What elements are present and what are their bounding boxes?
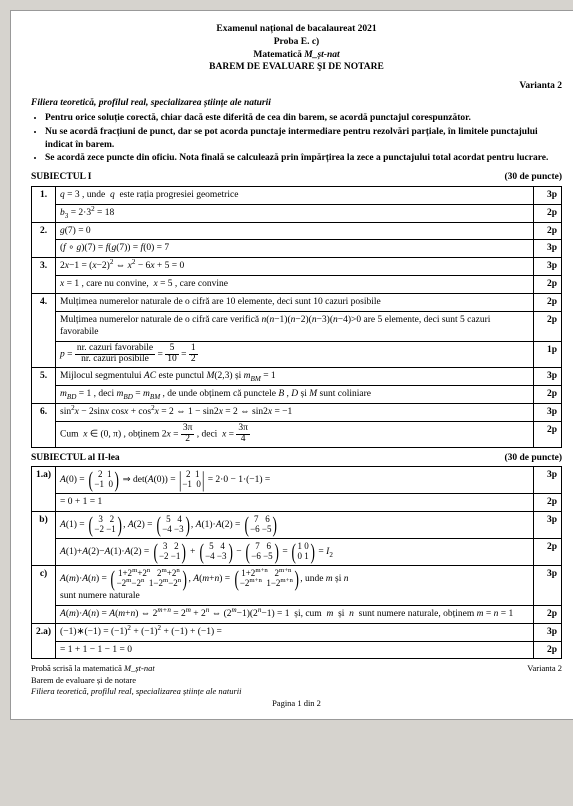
footer-varianta: Varianta 2 [527,663,562,674]
footer: Varianta 2 Probă scrisă la matematică M_… [31,663,562,709]
row-body: sin2x − 2sinx cosx + cos2x = 2 ⇔ 1 − sin… [56,403,534,421]
filiera: Filiera teoretică, profilul real, specia… [31,97,562,110]
row-points: 2p [534,641,562,659]
row-body: Cum x ∈ (0, π) , obținem 2x = 3π2 , deci… [56,421,534,447]
row-points: 2p [534,204,562,222]
subject-2-points: (30 de puncte) [504,452,562,465]
exam-page: Examenul național de bacalaureat 2021 Pr… [10,10,573,720]
row-num: 4. [32,293,56,367]
row-points: 2p [534,606,562,624]
subject-2-header: SUBIECTUL al II-lea (30 de puncte) [31,452,562,465]
row-body: g(7) = 0 [56,222,534,240]
subject-1-points: (30 de puncte) [504,171,562,184]
row-body: Mulțimea numerelor naturale de o cifră a… [56,293,534,311]
row-body: A(m)·A(n) = (1+2m+2n 2m+2n−2m−2n 1−2m−2n… [56,566,534,606]
row-body: mBD = 1 , deci mBD = mBM , de unde obțin… [56,386,534,404]
row-num: 1. [32,186,56,222]
row-body: Mijlocul segmentului AC este punctul M(2… [56,368,534,386]
footer-line1: Probă scrisă la matematică M_șt-nat [31,663,155,673]
footer-line3: Filiera teoretică, profilul real, specia… [31,686,562,697]
row-body: p = nr. cazuri favorabilenr. cazuri posi… [56,342,534,368]
header-line4: BAREM DE EVALUARE ŞI DE NOTARE [31,61,562,74]
row-points: 1p [534,342,562,368]
varianta: Varianta 2 [31,80,562,93]
row-body: = 0 + 1 = 1 [56,494,534,512]
row-body: A(1) = ( 3 2−2 −1), A(2) = ( 5 4−4 −3), … [56,512,534,539]
row-points: 2p [534,494,562,512]
row-points: 3p [534,623,562,641]
row-points: 3p [534,467,562,494]
footer-pagina: Pagina 1 din 2 [31,698,562,709]
row-body: q = 3 , unde q este rația progresiei geo… [56,186,534,204]
rules-list: Pentru orice soluție corectă, chiar dacă… [31,112,562,165]
rule-item: Pentru orice soluție corectă, chiar dacă… [45,112,562,125]
row-points: 2p [534,539,562,566]
row-points: 3p [534,368,562,386]
subject-2-table: 1.a) A(0) = ( 2 1−1 0) ⇒ det(A(0)) = | 2… [31,466,562,659]
row-body: Mulțimea numerelor naturale de o cifră c… [56,311,534,342]
rule-item: Se acordă zece puncte din oficiu. Nota f… [45,152,562,165]
row-num: 1.a) [32,467,56,512]
row-body: (−1)∗(−1) = (−1)2 + (−1)2 + (−1) + (−1) … [56,623,534,641]
row-num: 6. [32,403,56,447]
row-num: 2. [32,222,56,258]
row-body: A(1)+A(2)−A(1)·A(2) = ( 3 2−2 −1) + ( 5 … [56,539,534,566]
header-line3: Matematică M_șt-nat [31,49,562,62]
rule-item: Nu se acordă fracțiuni de punct, dar se … [45,126,562,152]
row-num: 5. [32,368,56,404]
subject-2-title: SUBIECTUL al II-lea [31,452,120,465]
subject-1-header: SUBIECTUL I (30 de puncte) [31,171,562,184]
row-body: (f ∘ g)(7) = f(g(7)) = f(0) = 7 [56,240,534,258]
row-points: 2p [534,276,562,294]
row-points: 3p [534,403,562,421]
row-num: 2.a) [32,623,56,659]
row-points: 2p [534,293,562,311]
row-body: A(m)·A(n) = A(m+n) ⇔ 2m+n = 2m + 2n ⇔ (2… [56,606,534,624]
header: Examenul național de bacalaureat 2021 Pr… [31,23,562,74]
header-line2: Proba E. c) [31,36,562,49]
row-points: 3p [534,258,562,276]
subject-1-table: 1. q = 3 , unde q este rația progresiei … [31,186,562,448]
footer-line2: Barem de evaluare și de notare [31,675,562,686]
row-points: 2p [534,311,562,342]
row-points: 3p [534,186,562,204]
row-points: 3p [534,240,562,258]
row-points: 3p [534,566,562,606]
row-body: b3 = 2·32 = 18 [56,204,534,222]
row-num: 3. [32,258,56,294]
row-points: 2p [534,386,562,404]
row-body: = 1 + 1 − 1 − 1 = 0 [56,641,534,659]
row-num: b) [32,512,56,566]
row-body: x = 1 , care nu convine, x = 5 , care co… [56,276,534,294]
row-points: 2p [534,222,562,240]
header-line1: Examenul național de bacalaureat 2021 [31,23,562,36]
row-body: A(0) = ( 2 1−1 0) ⇒ det(A(0)) = | 2 1−1 … [56,467,534,494]
row-body: 2x−1 = (x−2)2 ⇔ x2 − 6x + 5 = 0 [56,258,534,276]
row-num: c) [32,566,56,624]
row-points: 2p [534,421,562,447]
row-points: 3p [534,512,562,539]
subject-1-title: SUBIECTUL I [31,171,91,184]
